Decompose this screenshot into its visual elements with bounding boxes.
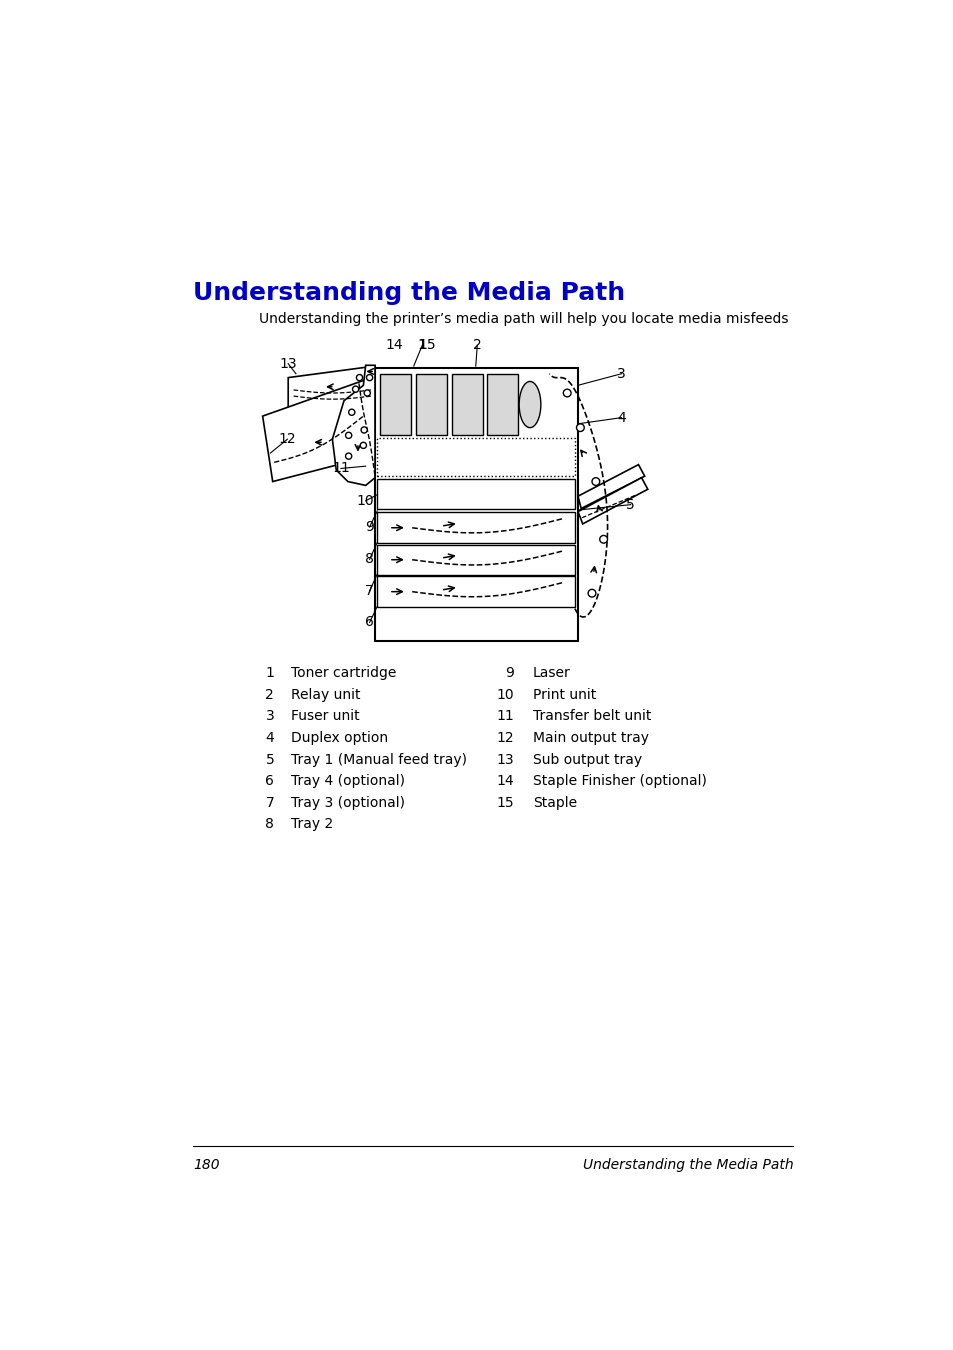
Bar bbox=[377, 437, 575, 477]
Polygon shape bbox=[332, 366, 375, 486]
Text: 11: 11 bbox=[332, 462, 350, 475]
Text: Tray 1 (Manual feed tray): Tray 1 (Manual feed tray) bbox=[291, 752, 467, 767]
Text: Tray 3 (optional): Tray 3 (optional) bbox=[291, 795, 405, 810]
Text: 13: 13 bbox=[279, 356, 296, 371]
Text: 14: 14 bbox=[497, 774, 514, 788]
Circle shape bbox=[360, 427, 367, 433]
Circle shape bbox=[345, 432, 352, 439]
Text: 10: 10 bbox=[356, 494, 375, 508]
Text: Toner cartridge: Toner cartridge bbox=[291, 667, 396, 680]
Text: 180: 180 bbox=[193, 1157, 219, 1172]
Polygon shape bbox=[578, 478, 647, 524]
Text: Staple Finisher (optional): Staple Finisher (optional) bbox=[533, 774, 706, 788]
Text: 9: 9 bbox=[505, 667, 514, 680]
Text: 7: 7 bbox=[265, 795, 274, 810]
Text: 15: 15 bbox=[418, 339, 436, 352]
Text: Transfer belt unit: Transfer belt unit bbox=[533, 710, 651, 724]
Text: Laser: Laser bbox=[533, 667, 570, 680]
Text: 12: 12 bbox=[278, 432, 296, 447]
Text: Duplex option: Duplex option bbox=[291, 732, 388, 745]
Text: 4: 4 bbox=[617, 410, 625, 425]
Text: 8: 8 bbox=[265, 817, 274, 832]
Polygon shape bbox=[288, 366, 375, 409]
Bar bbox=[377, 513, 575, 543]
Text: 10: 10 bbox=[497, 688, 514, 702]
Text: 4: 4 bbox=[265, 732, 274, 745]
Text: Relay unit: Relay unit bbox=[291, 688, 360, 702]
Text: 11: 11 bbox=[497, 710, 514, 724]
Text: Understanding the printer’s media path will help you locate media misfeeds: Understanding the printer’s media path w… bbox=[258, 312, 787, 327]
Text: 9: 9 bbox=[365, 520, 374, 535]
Bar bbox=[416, 374, 447, 435]
Text: 13: 13 bbox=[497, 752, 514, 767]
Polygon shape bbox=[578, 464, 644, 509]
Bar bbox=[377, 479, 575, 509]
Text: 3: 3 bbox=[617, 367, 625, 381]
Circle shape bbox=[345, 454, 352, 459]
Bar bbox=[487, 374, 517, 435]
Text: 5: 5 bbox=[626, 498, 635, 512]
Bar bbox=[452, 374, 482, 435]
Text: Understanding the Media Path: Understanding the Media Path bbox=[582, 1157, 793, 1172]
Text: Staple: Staple bbox=[533, 795, 577, 810]
Ellipse shape bbox=[518, 382, 540, 428]
Text: Sub output tray: Sub output tray bbox=[533, 752, 641, 767]
Circle shape bbox=[592, 478, 599, 486]
Circle shape bbox=[348, 409, 355, 416]
Circle shape bbox=[562, 389, 571, 397]
Text: 15: 15 bbox=[497, 795, 514, 810]
Bar bbox=[380, 374, 411, 435]
Text: 1: 1 bbox=[265, 667, 274, 680]
Text: 1: 1 bbox=[417, 339, 426, 352]
Circle shape bbox=[366, 374, 373, 381]
Text: Fuser unit: Fuser unit bbox=[291, 710, 359, 724]
Text: Print unit: Print unit bbox=[533, 688, 596, 702]
Text: 2: 2 bbox=[265, 688, 274, 702]
Text: Understanding the Media Path: Understanding the Media Path bbox=[193, 281, 624, 305]
Text: 5: 5 bbox=[265, 752, 274, 767]
Bar bbox=[377, 576, 575, 608]
Circle shape bbox=[360, 443, 366, 448]
Circle shape bbox=[599, 536, 607, 543]
Text: 14: 14 bbox=[385, 339, 403, 352]
Text: Main output tray: Main output tray bbox=[533, 732, 648, 745]
Text: 3: 3 bbox=[265, 710, 274, 724]
FancyBboxPatch shape bbox=[375, 367, 578, 641]
Polygon shape bbox=[262, 379, 371, 482]
Text: Tray 2: Tray 2 bbox=[291, 817, 334, 832]
Circle shape bbox=[353, 386, 358, 393]
Circle shape bbox=[364, 390, 370, 396]
Circle shape bbox=[356, 374, 362, 381]
Circle shape bbox=[587, 590, 596, 597]
Text: 6: 6 bbox=[365, 616, 374, 629]
Text: Tray 4 (optional): Tray 4 (optional) bbox=[291, 774, 405, 788]
Circle shape bbox=[576, 424, 583, 432]
Text: 6: 6 bbox=[265, 774, 274, 788]
Text: 8: 8 bbox=[365, 552, 374, 566]
Text: 7: 7 bbox=[365, 585, 374, 598]
Text: 2: 2 bbox=[473, 339, 481, 352]
Text: 12: 12 bbox=[497, 732, 514, 745]
Bar bbox=[377, 544, 575, 575]
